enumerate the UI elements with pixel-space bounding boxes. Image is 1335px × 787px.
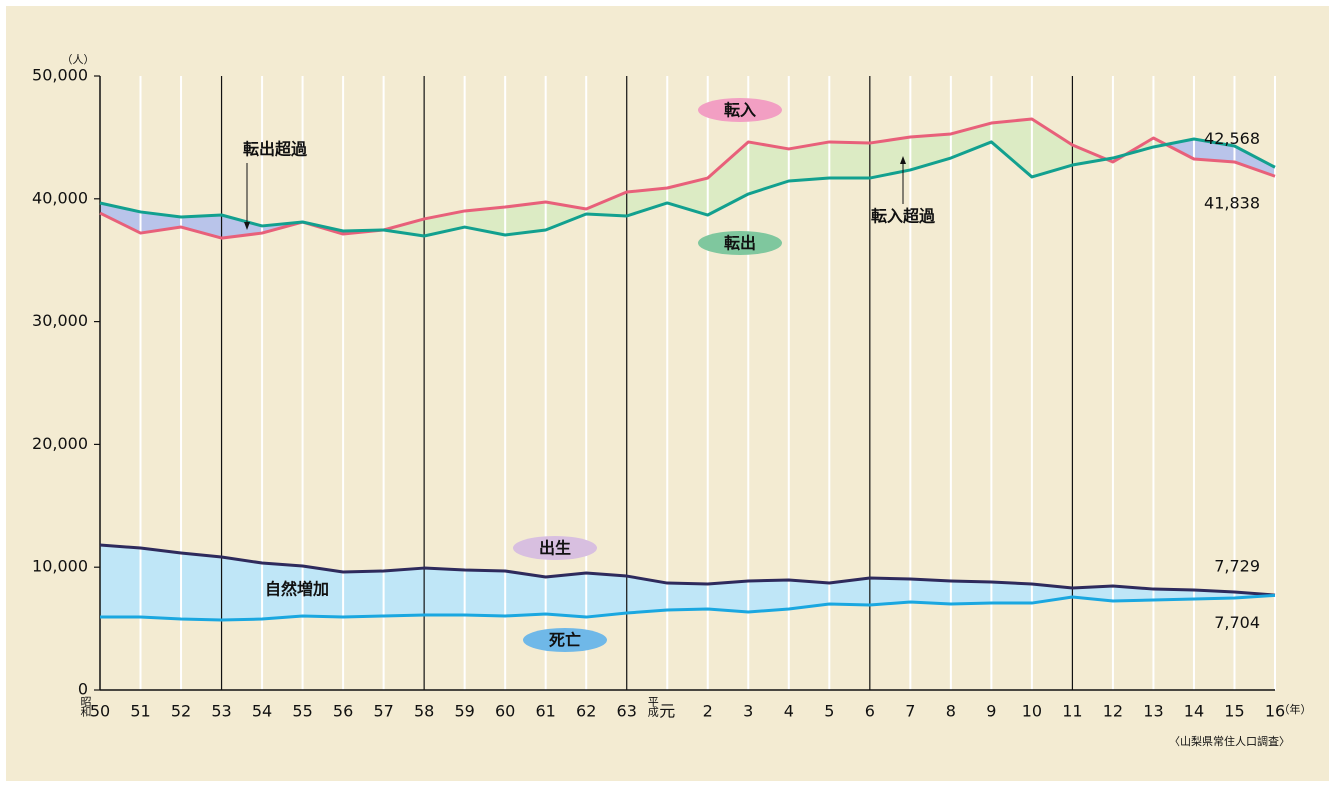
legend-label: 死亡	[549, 631, 581, 650]
x-tick-label: 53	[211, 702, 231, 721]
x-tick-label: 元	[659, 702, 675, 721]
area-fill	[464, 569, 506, 617]
area-fill	[707, 580, 749, 613]
area-fill	[585, 572, 627, 618]
annotation: 転入超過	[871, 207, 936, 226]
era-label: 平成	[646, 696, 659, 718]
y-tick-label: 0	[78, 680, 88, 699]
x-tick-label: 3	[743, 702, 753, 721]
series-line	[99, 137, 1276, 238]
x-tick-label: 14	[1184, 702, 1204, 721]
series-line	[99, 543, 1276, 597]
x-tick-label: 2	[703, 702, 713, 721]
value-label: 7,729	[1214, 557, 1260, 576]
x-tick-label: 4	[784, 702, 794, 721]
area-fill	[342, 570, 384, 618]
area-fill	[504, 570, 546, 617]
x-tick-label: 59	[454, 702, 474, 721]
area-fill	[666, 582, 709, 611]
area-fill	[140, 547, 182, 620]
value-label: 41,838	[1204, 194, 1260, 213]
value-label: 42,568	[1204, 129, 1260, 148]
area-fill	[99, 544, 141, 618]
x-unit: （年）	[1279, 702, 1312, 716]
area-fill	[545, 572, 587, 618]
series-line	[100, 593, 1276, 622]
x-tick-label: 58	[414, 702, 434, 721]
arrow-head	[244, 222, 250, 230]
legend-badge	[513, 536, 597, 560]
x-tick-label: 6	[865, 702, 875, 721]
legend-label: 転入	[724, 101, 756, 120]
x-tick-label: 60	[495, 702, 515, 721]
y-tick-label: 40,000	[32, 188, 88, 207]
x-tick-label: 50	[90, 702, 110, 721]
y-tick-label: 30,000	[32, 311, 88, 330]
x-tick-label: 5	[824, 702, 834, 721]
x-tick-label: 11	[1062, 702, 1082, 721]
area-fill	[180, 552, 222, 621]
x-tick-label: 9	[986, 702, 996, 721]
x-tick-label: 13	[1143, 702, 1163, 721]
x-tick-label: 57	[373, 702, 393, 721]
legend-label: 転出	[724, 234, 756, 253]
area-fill	[950, 580, 992, 605]
y-unit: （人）	[62, 53, 95, 66]
x-tick-label: 15	[1224, 702, 1244, 721]
legend-badge	[523, 628, 607, 652]
x-tick-label: 56	[333, 702, 353, 721]
area-fill	[748, 579, 790, 613]
annotation: 転出超過	[243, 140, 308, 159]
arrow-head	[900, 156, 906, 164]
annotation: 自然増加	[265, 580, 329, 599]
x-tick-label: 16	[1265, 702, 1285, 721]
x-tick-label: 62	[576, 702, 596, 721]
source: 〈山梨県常住人口調査〉	[1169, 734, 1290, 748]
x-tick-label: 63	[617, 702, 637, 721]
x-tick-label: 8	[946, 702, 956, 721]
legend-badge	[698, 98, 782, 122]
y-tick-label: 10,000	[32, 557, 88, 576]
area-fill	[221, 556, 263, 621]
value-label: 7,704	[1214, 613, 1260, 632]
area-fill	[383, 567, 425, 617]
x-tick-label: 10	[1022, 702, 1042, 721]
x-tick-label: 7	[905, 702, 915, 721]
area-fill	[910, 578, 952, 605]
y-tick-label: 20,000	[32, 434, 88, 453]
x-tick-label: 51	[130, 702, 150, 721]
legend-badge	[698, 231, 782, 255]
y-tick-label: 50,000	[32, 66, 88, 85]
x-tick-label: 54	[252, 702, 272, 721]
x-tick-label: 12	[1103, 702, 1123, 721]
area-fill	[829, 141, 871, 179]
era-label: 昭和	[79, 696, 92, 718]
legend-label: 出生	[539, 539, 571, 558]
x-tick-label: 55	[292, 702, 312, 721]
x-tick-label: 52	[171, 702, 191, 721]
area-fill	[423, 567, 465, 616]
x-tick-label: 61	[536, 702, 556, 721]
